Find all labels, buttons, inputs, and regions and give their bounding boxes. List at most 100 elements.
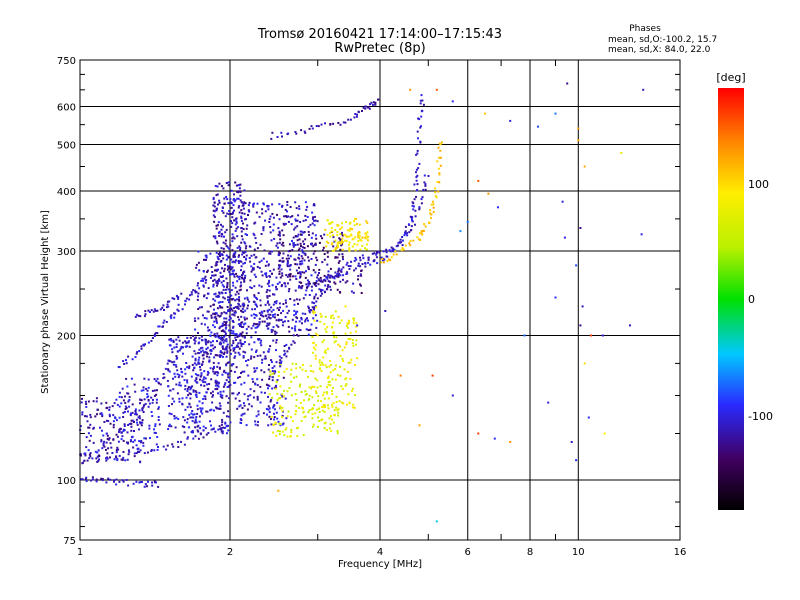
data-point <box>127 355 130 358</box>
data-point <box>239 183 242 186</box>
data-point <box>323 258 326 261</box>
data-point <box>180 292 183 295</box>
data-point <box>125 377 128 380</box>
data-point <box>256 202 259 205</box>
data-point <box>365 232 368 235</box>
data-point <box>374 101 377 104</box>
data-point <box>225 312 228 314</box>
data-point <box>124 410 126 413</box>
data-point <box>338 400 341 403</box>
data-point <box>236 393 239 396</box>
data-point <box>323 279 325 282</box>
data-point <box>282 303 285 305</box>
data-point <box>155 401 158 404</box>
data-point <box>310 236 313 239</box>
data-point <box>319 312 322 315</box>
data-point <box>253 367 256 370</box>
data-point <box>357 234 360 237</box>
data-point <box>277 250 280 253</box>
data-point <box>225 338 228 341</box>
data-point <box>303 399 305 402</box>
data-point <box>256 265 259 268</box>
data-point <box>240 315 243 318</box>
data-point <box>304 390 307 393</box>
data-point <box>427 175 430 177</box>
data-point <box>195 416 198 418</box>
data-point <box>260 259 263 262</box>
data-point <box>172 445 175 448</box>
data-point <box>250 348 253 351</box>
data-point <box>155 398 158 401</box>
data-point <box>401 244 404 247</box>
data-point <box>230 206 233 209</box>
data-point <box>157 407 160 410</box>
data-point <box>201 354 204 357</box>
data-point <box>326 392 329 395</box>
data-point <box>87 449 90 452</box>
y-tick-label: 300 <box>57 247 76 258</box>
data-point <box>307 225 310 228</box>
data-point <box>306 317 308 320</box>
data-point <box>336 242 339 245</box>
data-point <box>133 455 136 458</box>
data-point <box>208 360 211 363</box>
data-point <box>312 351 314 354</box>
data-point <box>250 254 253 257</box>
data-point <box>212 361 215 364</box>
data-point <box>185 345 187 348</box>
data-point <box>241 307 244 310</box>
data-point <box>212 312 215 315</box>
data-point <box>318 407 320 410</box>
data-point <box>277 319 280 322</box>
data-point <box>184 384 187 387</box>
data-point <box>122 411 125 414</box>
data-point <box>142 405 145 408</box>
data-point <box>311 301 314 304</box>
data-point <box>265 275 268 278</box>
data-point <box>232 204 235 207</box>
data-point <box>244 309 247 312</box>
data-point <box>225 254 228 257</box>
data-point <box>341 237 344 240</box>
data-point <box>127 410 129 413</box>
data-point <box>316 276 319 279</box>
data-point <box>99 412 102 415</box>
data-point <box>109 442 112 445</box>
data-point <box>202 357 205 360</box>
data-point <box>421 196 424 199</box>
data-point <box>154 425 157 428</box>
data-point <box>153 480 156 483</box>
data-point <box>258 338 261 340</box>
data-point <box>242 326 245 328</box>
data-point <box>224 382 227 385</box>
data-point <box>206 388 209 391</box>
data-point <box>294 312 297 315</box>
data-point <box>311 218 314 221</box>
data-point <box>181 375 184 378</box>
data-point <box>303 416 306 419</box>
data-point <box>204 341 207 344</box>
data-point <box>260 233 263 235</box>
data-point <box>96 451 99 454</box>
data-point <box>199 378 201 381</box>
data-point <box>172 363 175 366</box>
data-point <box>307 333 310 336</box>
data-point <box>124 395 126 398</box>
data-point <box>275 324 278 327</box>
data-point <box>86 420 89 423</box>
data-point <box>225 355 228 358</box>
data-point <box>123 429 126 432</box>
colorbar-tick-100: 100 <box>748 178 769 191</box>
data-point <box>438 172 441 175</box>
data-point <box>282 376 285 379</box>
data-point <box>150 411 153 413</box>
data-point <box>315 281 318 284</box>
data-point <box>266 282 269 285</box>
data-point <box>130 429 133 432</box>
data-point <box>198 352 201 355</box>
data-point <box>260 270 263 273</box>
data-point <box>226 212 229 215</box>
data-point <box>281 414 284 417</box>
data-point <box>355 339 358 342</box>
data-point <box>137 450 139 453</box>
